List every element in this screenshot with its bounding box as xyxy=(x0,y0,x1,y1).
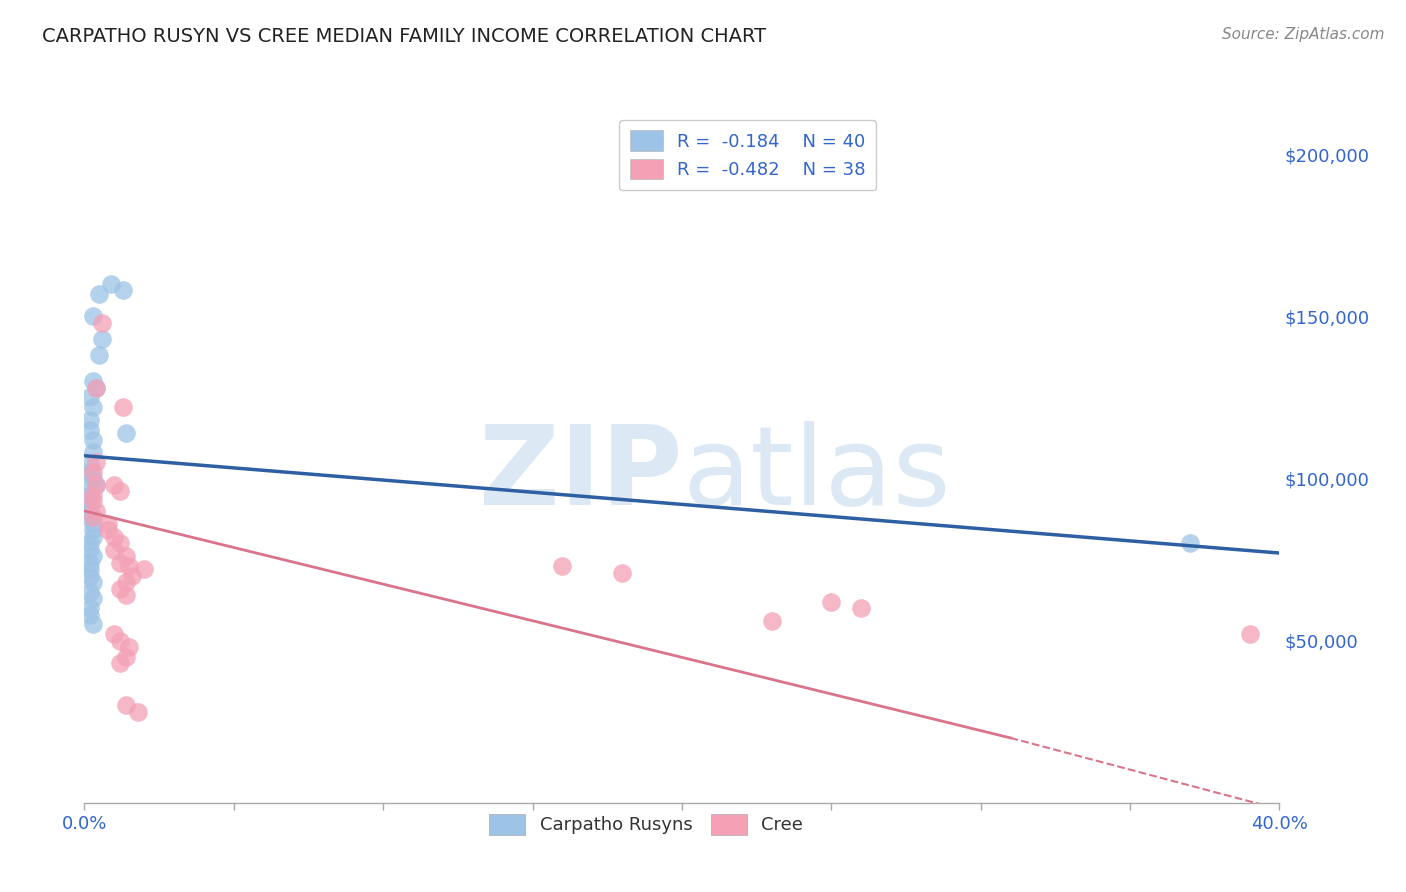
Point xyxy=(86,455,108,469)
Point xyxy=(79,585,101,599)
Point xyxy=(112,400,135,414)
Point xyxy=(118,559,141,574)
Point xyxy=(110,657,132,671)
Point xyxy=(110,484,132,499)
Text: CARPATHO RUSYN VS CREE MEDIAN FAMILY INCOME CORRELATION CHART: CARPATHO RUSYN VS CREE MEDIAN FAMILY INC… xyxy=(42,27,766,45)
Point xyxy=(86,504,108,518)
Point xyxy=(79,568,101,582)
Point xyxy=(132,562,156,576)
Point xyxy=(82,617,104,632)
Point xyxy=(79,465,101,479)
Point xyxy=(79,478,101,492)
Point xyxy=(820,595,842,609)
Point xyxy=(82,433,104,447)
Point xyxy=(612,566,634,580)
Point xyxy=(127,705,149,719)
Point xyxy=(91,316,114,330)
Point xyxy=(110,556,132,570)
Point xyxy=(82,400,104,414)
Point xyxy=(82,524,104,538)
Point xyxy=(115,549,138,564)
Point xyxy=(86,478,108,492)
Point xyxy=(1239,627,1261,641)
Point xyxy=(79,556,101,570)
Point xyxy=(79,562,101,576)
Point xyxy=(82,445,104,459)
Point xyxy=(112,283,135,297)
Point xyxy=(79,494,101,508)
Point xyxy=(89,286,111,301)
Point xyxy=(79,504,101,518)
Text: atlas: atlas xyxy=(682,421,950,528)
Point xyxy=(115,649,138,664)
Point xyxy=(82,465,104,479)
Point xyxy=(761,614,783,628)
Point xyxy=(82,510,104,524)
Point xyxy=(79,510,101,524)
Point xyxy=(115,425,138,440)
Point xyxy=(110,536,132,550)
Point xyxy=(82,374,104,388)
Point xyxy=(82,310,104,324)
Point xyxy=(82,549,104,564)
Point xyxy=(97,516,120,531)
Point xyxy=(86,381,108,395)
Point xyxy=(82,591,104,606)
Point xyxy=(115,588,138,602)
Point xyxy=(118,640,141,654)
Text: ZIP: ZIP xyxy=(478,421,682,528)
Point xyxy=(79,458,101,473)
Point xyxy=(79,413,101,427)
Point xyxy=(91,332,114,346)
Point xyxy=(103,627,125,641)
Point xyxy=(86,478,108,492)
Point xyxy=(79,488,101,502)
Legend: Carpatho Rusyns, Cree: Carpatho Rusyns, Cree xyxy=(479,805,813,844)
Point xyxy=(82,488,104,502)
Point xyxy=(79,601,101,615)
Point xyxy=(97,524,120,538)
Point xyxy=(115,698,138,713)
Point xyxy=(82,575,104,590)
Point xyxy=(110,633,132,648)
Point xyxy=(1178,536,1201,550)
Point xyxy=(103,530,125,544)
Point xyxy=(103,542,125,557)
Point xyxy=(79,390,101,404)
Point xyxy=(82,516,104,531)
Point xyxy=(110,582,132,596)
Point xyxy=(551,559,574,574)
Point xyxy=(86,381,108,395)
Point xyxy=(100,277,122,291)
Point xyxy=(89,348,111,362)
Point xyxy=(82,530,104,544)
Point xyxy=(79,607,101,622)
Point xyxy=(79,423,101,437)
Point xyxy=(79,542,101,557)
Point xyxy=(103,478,125,492)
Point xyxy=(82,471,104,485)
Point xyxy=(121,568,143,582)
Point xyxy=(115,575,138,590)
Point xyxy=(79,536,101,550)
Point xyxy=(851,601,873,615)
Text: Source: ZipAtlas.com: Source: ZipAtlas.com xyxy=(1222,27,1385,42)
Point xyxy=(82,494,104,508)
